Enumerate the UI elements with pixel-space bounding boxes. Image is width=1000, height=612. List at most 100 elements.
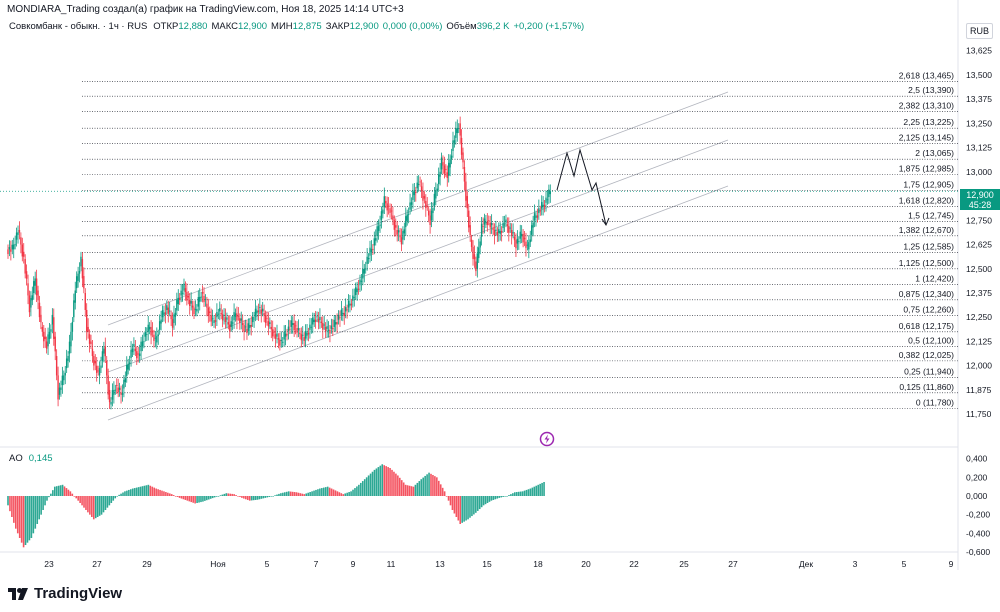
candle-body <box>435 191 437 199</box>
ao-bar <box>360 482 362 496</box>
candle-body <box>373 238 375 246</box>
ao-bar <box>406 485 409 496</box>
candle-body <box>472 246 474 259</box>
candle-body <box>151 330 154 333</box>
ao-bar <box>126 490 128 496</box>
candle-body <box>170 315 172 320</box>
volume-change: +0,200 (+1,57%) <box>513 21 585 32</box>
ao-name[interactable]: AO <box>9 453 23 464</box>
candle-body <box>522 233 524 243</box>
candle-body <box>100 365 102 369</box>
candle-body <box>329 329 331 334</box>
candle-body <box>156 336 158 343</box>
ao-bar <box>102 496 105 513</box>
candle-body <box>171 319 174 328</box>
time-axis-tick: 15 <box>482 559 492 569</box>
candle-body <box>116 385 118 386</box>
ao-bar <box>245 496 247 500</box>
candle-body <box>200 296 202 298</box>
candle-body <box>456 128 458 134</box>
candle-body <box>28 295 31 313</box>
fib-level-label: 2 (13,065) <box>915 148 954 158</box>
ao-bar <box>375 468 378 496</box>
ao-bar <box>313 490 315 496</box>
candle-body <box>495 229 497 231</box>
candle-body <box>546 199 549 201</box>
candle-body <box>279 339 281 346</box>
candle-body <box>157 334 159 337</box>
candle-body <box>370 248 373 253</box>
ao-bar <box>16 496 19 534</box>
ao-bar <box>87 496 89 513</box>
candle-body <box>50 329 52 332</box>
candle-body <box>237 315 240 317</box>
candle-body <box>363 268 365 274</box>
candle-body <box>442 162 444 166</box>
ao-bar <box>342 494 345 496</box>
candle-body <box>502 222 504 229</box>
ao-bar <box>291 491 294 496</box>
ao-bar <box>276 494 278 496</box>
candle-body <box>386 203 388 211</box>
price-axis-tick: 12,250 <box>966 312 992 322</box>
candle-body <box>270 326 272 330</box>
fib-level-label: 2,25 (13,225) <box>903 117 954 127</box>
candle-body <box>106 360 108 376</box>
tradingview-logo[interactable]: TradingView <box>8 585 122 602</box>
candle-body <box>113 389 115 395</box>
candle-body <box>347 300 350 308</box>
channel-line <box>107 185 729 421</box>
ao-bar <box>241 496 243 498</box>
ao-bar <box>453 496 456 514</box>
candle-body <box>167 307 169 314</box>
time-axis-tick: 27 <box>728 559 738 569</box>
lightning-icon[interactable] <box>539 431 555 447</box>
candle-body <box>18 230 21 233</box>
ao-bar <box>81 496 83 506</box>
ao-axis-tick: 0,000 <box>966 491 988 501</box>
candle-body <box>314 319 317 322</box>
candle-body <box>25 271 28 279</box>
candle-body <box>356 288 358 293</box>
ao-bar <box>334 490 337 496</box>
ao-bar <box>120 493 122 496</box>
ao-bar <box>260 496 263 499</box>
ao-bar <box>40 496 42 515</box>
close-label: ЗАКР <box>325 21 350 32</box>
ao-bar <box>504 496 506 497</box>
candle-body <box>468 210 470 228</box>
symbol-name[interactable]: Совкомбанк - обыкн. · 1ч · RUS <box>9 21 148 32</box>
tradingview-logo-icon <box>8 587 28 600</box>
ao-bar <box>451 496 454 510</box>
ao-bar <box>61 484 64 496</box>
ao-bar <box>217 496 220 497</box>
candle-body <box>128 362 131 364</box>
ao-bar <box>447 496 450 501</box>
candle-body <box>45 341 48 349</box>
candle-body <box>230 321 232 327</box>
candle-body <box>375 238 377 241</box>
ao-bar <box>303 494 306 496</box>
ao-bar <box>233 494 235 496</box>
ao-bar <box>67 489 70 496</box>
ao-bar <box>116 496 118 497</box>
fib-level-label: 2,618 (13,465) <box>899 71 954 81</box>
ao-bar <box>389 468 391 496</box>
candle-body <box>409 202 411 210</box>
candle-body <box>387 205 390 207</box>
candle-body <box>38 302 41 318</box>
candle-body <box>236 313 238 321</box>
candle-body <box>21 244 24 257</box>
ao-bar <box>455 496 458 517</box>
candle-body <box>535 215 537 218</box>
ao-bar <box>484 496 487 505</box>
candle-body <box>500 230 503 233</box>
low-value: 12,875 <box>292 21 322 32</box>
ao-bar <box>258 496 261 500</box>
candle-body <box>541 202 543 209</box>
candle-body <box>251 316 254 323</box>
ao-bar <box>237 496 239 497</box>
currency-button[interactable]: RUB <box>966 23 994 39</box>
ao-bar <box>418 481 421 496</box>
